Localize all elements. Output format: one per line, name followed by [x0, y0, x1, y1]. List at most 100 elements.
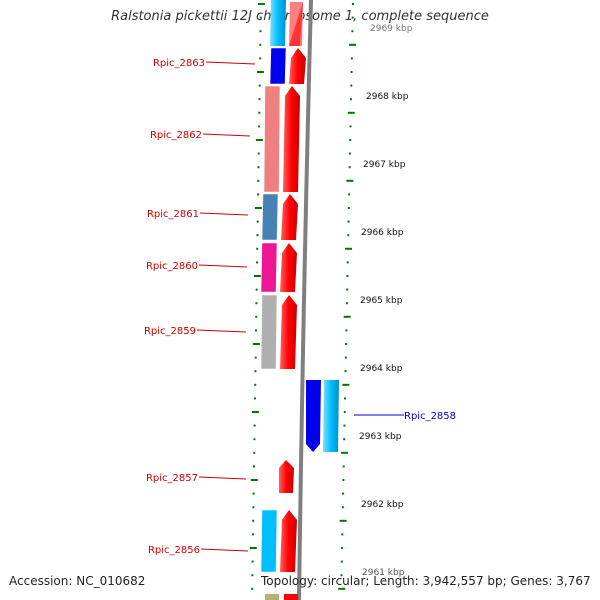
ring-dot — [340, 451, 348, 454]
label-leader — [200, 548, 249, 552]
ring-dot — [257, 166, 260, 169]
ring-dot — [348, 166, 351, 169]
ring-dot — [255, 302, 258, 305]
scale-label: 2966 kbp — [361, 228, 404, 238]
accession-text: Accession: NC_010682 — [9, 574, 146, 588]
ring-dot — [351, 30, 354, 33]
ring-dot — [258, 125, 261, 128]
gene-rpic-2863[interactable] — [269, 47, 306, 85]
ring-dot — [350, 98, 353, 101]
gene-rpic-2859[interactable] — [260, 294, 297, 370]
gene-label[interactable]: Rpic_2860 — [146, 261, 198, 272]
ring-dot — [259, 16, 262, 19]
ring-dot — [252, 343, 260, 345]
ring-dot — [251, 560, 254, 563]
cds-arrow — [280, 510, 297, 572]
ring-dot — [343, 424, 346, 427]
label-leader — [198, 264, 248, 268]
gene-rpic-2862[interactable] — [263, 85, 300, 193]
ring-dot — [252, 492, 255, 495]
ring-dot — [341, 547, 344, 549]
cds-arrow — [289, 48, 306, 84]
gene-block — [263, 85, 281, 193]
ring-dot — [251, 533, 254, 536]
ring-dot — [254, 207, 262, 209]
ring-dot — [257, 3, 265, 5]
ring-dot — [254, 356, 257, 359]
scale-label: 2965 kbp — [360, 296, 403, 306]
ring-dot — [259, 43, 262, 46]
gene-rpic-2858[interactable] — [306, 380, 339, 452]
ring-dot — [344, 356, 347, 359]
ring-dot — [351, 3, 354, 5]
scale-label: 2969 kbp — [370, 24, 413, 34]
ring-dot — [257, 152, 260, 155]
ring-dot — [351, 16, 354, 19]
ring-dot — [258, 111, 261, 114]
gene-block — [260, 242, 278, 293]
label-leader — [205, 61, 256, 65]
ring-dot — [347, 220, 350, 223]
ring-dot — [253, 451, 256, 454]
ring-dot — [349, 139, 352, 141]
label-leader — [202, 133, 251, 137]
ring-dot — [254, 383, 257, 386]
gene-block — [260, 509, 278, 573]
scale-label: 2968 kbp — [366, 92, 409, 102]
gene-block — [261, 193, 279, 241]
gene-rpic-2860[interactable] — [260, 242, 297, 293]
ring-dot — [254, 370, 257, 373]
ring-dot — [253, 275, 261, 277]
gene-label[interactable]: Rpic_2857 — [146, 473, 198, 484]
ring-dot — [342, 465, 345, 468]
ring-dot — [348, 152, 351, 155]
ring-dot — [346, 179, 354, 182]
ring-dot — [345, 302, 348, 305]
gene-label[interactable]: Rpic_2862 — [150, 130, 202, 141]
ring-dot — [257, 179, 260, 182]
ring-dot — [255, 315, 258, 318]
ring-dot — [343, 315, 351, 318]
scale-label: 2964 kbp — [360, 364, 403, 374]
ring-dot — [258, 84, 261, 87]
ring-dot — [342, 492, 345, 495]
backbone-line — [297, 0, 313, 600]
gene-label[interactable]: Rpic_2863 — [153, 58, 205, 69]
gene-block — [260, 294, 278, 370]
ring-dot — [253, 424, 256, 427]
ring-dot — [350, 84, 353, 87]
ring-dot — [256, 247, 259, 250]
cds-arrow — [280, 295, 297, 369]
gene-rpic-2861[interactable] — [261, 193, 298, 241]
ring-dot — [254, 397, 257, 400]
scale-label: 2962 kbp — [361, 500, 404, 510]
ring-dot — [253, 465, 256, 468]
cds-arrow — [279, 460, 294, 493]
ring-dot — [350, 71, 353, 73]
ring-dot — [252, 506, 255, 509]
gene-label[interactable]: Rpic_2861 — [147, 209, 199, 220]
label-leader — [196, 329, 247, 333]
ring-dot — [339, 519, 347, 522]
ring-dot — [253, 438, 256, 441]
gene-rpic-2856[interactable] — [260, 509, 297, 573]
ring-dot — [341, 506, 344, 509]
ring-dot — [249, 547, 257, 549]
ring-dot — [345, 247, 353, 250]
gene-label[interactable]: Rpic_2858 — [404, 411, 456, 422]
gene-label[interactable]: Rpic_2856 — [148, 545, 200, 556]
ring-dot — [349, 125, 352, 128]
gene-rpic-2857[interactable] — [279, 460, 294, 493]
gene-label[interactable]: Rpic_2859 — [144, 326, 196, 337]
ring-dot — [255, 139, 263, 141]
ring-dot — [250, 479, 258, 481]
ring-dot — [346, 275, 349, 277]
ring-dot — [347, 234, 350, 237]
ring-dot — [347, 207, 350, 209]
gene-partial-bottom — [265, 594, 298, 600]
scale-label: 2967 kbp — [363, 160, 406, 170]
ring-dot — [341, 533, 344, 536]
ring-dot — [258, 98, 261, 101]
ring-dot — [343, 438, 346, 441]
